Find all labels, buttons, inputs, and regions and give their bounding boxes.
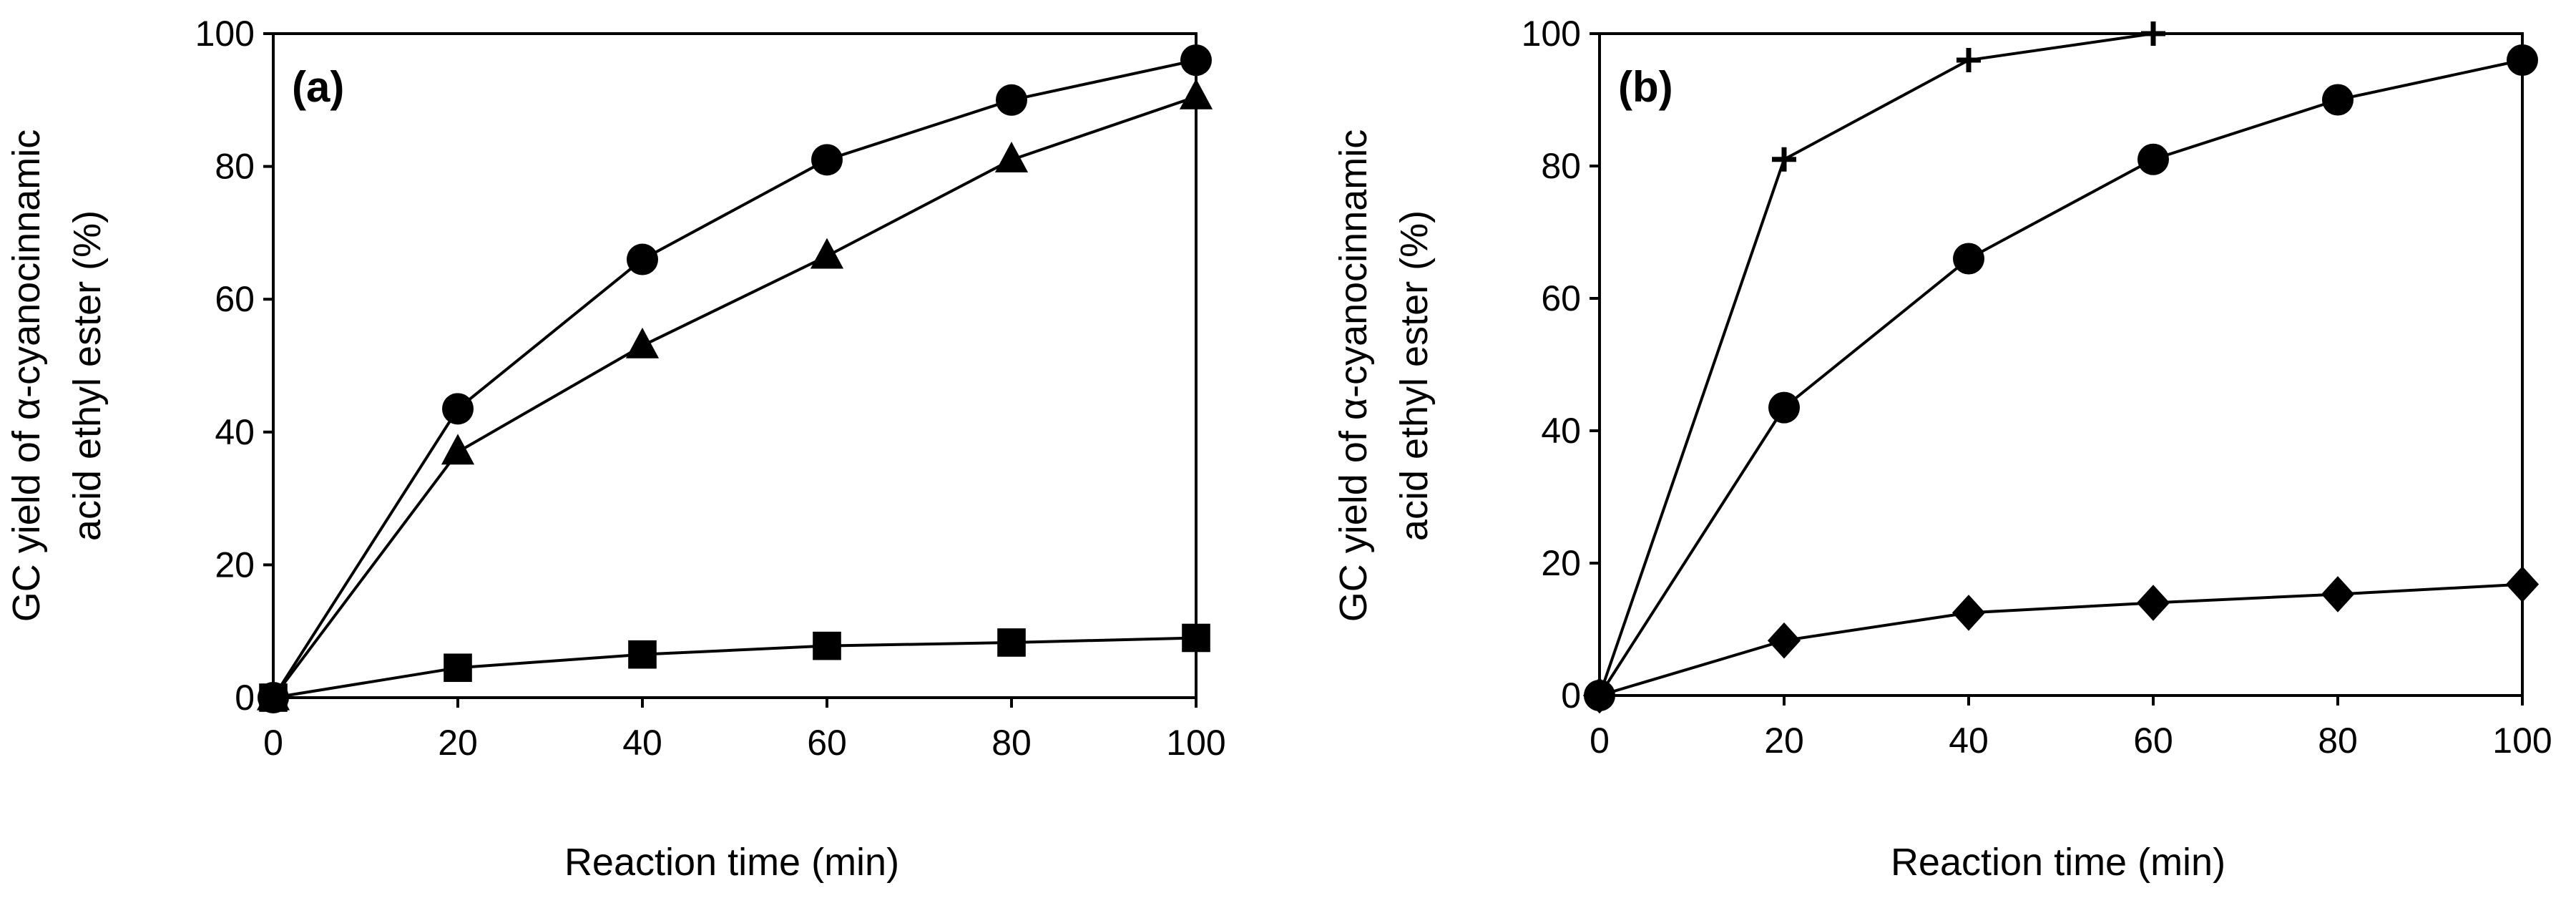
data-point-square	[628, 640, 657, 669]
data-point-plus	[2141, 21, 2165, 46]
data-point-square	[813, 631, 841, 660]
y-axis-label-line1: GC yield of α-cyanocinnamic	[1332, 130, 1375, 622]
x-tick-label: 100	[1166, 723, 1225, 763]
data-point-diamond	[2505, 566, 2540, 602]
data-point-plus	[1772, 147, 1796, 172]
chart-panel-a: GC yield of α-cyanocinnamic acid ethyl e…	[5, 14, 1226, 884]
x-tick-label: 20	[438, 723, 478, 763]
y-axis-label-line2: acid ethyl ester (%)	[1393, 210, 1436, 541]
data-point-circle	[1180, 44, 1212, 77]
chart-panel-b: GC yield of α-cyanocinnamic acid ethyl e…	[1332, 14, 2552, 884]
y-tick-label: 80	[1541, 146, 1581, 186]
x-axis-label: Reaction time (min)	[564, 841, 899, 884]
data-point-circle	[2507, 44, 2538, 76]
series-line-plus	[1598, 32, 2154, 696]
plot-frame	[1598, 32, 2524, 697]
data-point-triangle	[810, 238, 844, 269]
y-axis-label-line1: GC yield of α-cyanocinnamic	[5, 130, 48, 622]
x-tick-label: 100	[2492, 721, 2552, 761]
data-point-circle	[1953, 243, 1984, 275]
series-line-circle	[1598, 59, 2523, 697]
data-point-circle	[627, 243, 658, 275]
y-tick-label: 100	[1522, 14, 1581, 54]
x-tick-label: 0	[263, 723, 283, 763]
y-tick-label: 40	[215, 412, 255, 452]
y-tick-label: 80	[215, 147, 255, 187]
x-tick-label: 20	[1764, 721, 1804, 761]
y-axis-label-line2: acid ethyl ester (%)	[66, 210, 109, 541]
data-point-circle	[442, 393, 474, 425]
data-point-circle	[996, 84, 1027, 116]
y-tick-label: 20	[1541, 543, 1581, 583]
y-tick-label: 60	[215, 279, 255, 319]
panel-label: (b)	[1618, 63, 1673, 111]
y-tick-label: 60	[1541, 278, 1581, 318]
y-tick-label: 20	[215, 545, 255, 585]
x-axis-label: Reaction time (min)	[1891, 841, 2225, 884]
data-point-circle	[2322, 84, 2354, 116]
data-point-circle	[2137, 143, 2169, 175]
x-tick-label: 80	[991, 723, 1032, 763]
data-point-diamond	[2321, 576, 2355, 613]
series-line-triangle	[272, 95, 1197, 699]
data-point-plus	[1957, 48, 1981, 72]
data-point-diamond	[1951, 595, 1986, 631]
data-point-triangle	[625, 327, 660, 358]
data-point-diamond	[1767, 622, 1801, 659]
data-point-circle	[1768, 391, 1800, 424]
data-point-square	[444, 653, 472, 683]
data-point-triangle	[1179, 78, 1213, 109]
y-tick-label: 40	[1541, 411, 1581, 451]
x-tick-label: 40	[622, 723, 662, 763]
series-line-diamond	[1599, 582, 2523, 697]
data-point-circle	[811, 144, 843, 176]
y-tick-label: 100	[195, 14, 255, 54]
data-point-square	[259, 683, 288, 712]
series-line-circle	[272, 59, 1197, 699]
data-point-diamond	[1582, 677, 1617, 714]
data-point-square	[997, 628, 1026, 657]
data-point-square	[1182, 623, 1210, 653]
x-tick-label: 80	[2318, 721, 2358, 761]
series-line-square	[273, 636, 1197, 699]
y-tick-label: 0	[1561, 675, 1581, 716]
x-tick-label: 40	[1949, 721, 1989, 761]
x-tick-label: 60	[2133, 721, 2173, 761]
x-tick-label: 60	[807, 723, 847, 763]
panel-label: (a)	[292, 63, 344, 111]
x-tick-label: 0	[1590, 721, 1610, 761]
data-point-triangle	[441, 434, 475, 465]
data-point-diamond	[2136, 585, 2170, 621]
y-tick-label: 0	[235, 678, 255, 718]
data-point-triangle	[994, 142, 1029, 172]
plot-frame	[272, 32, 1198, 699]
